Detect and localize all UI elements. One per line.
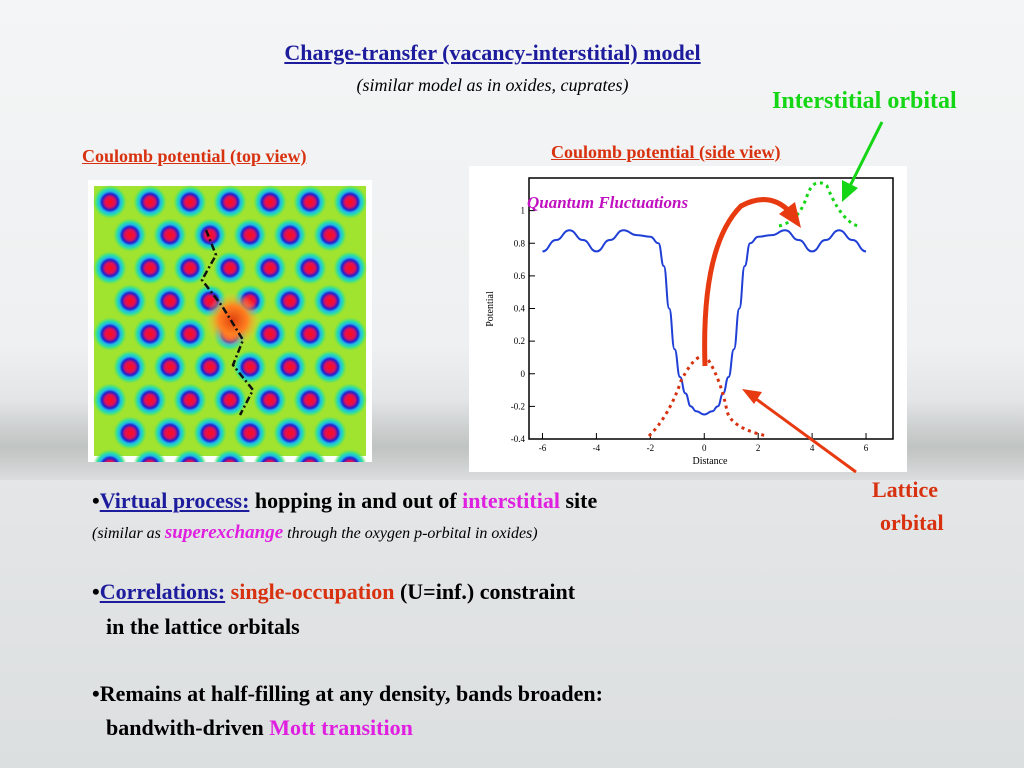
- lattice-site: [293, 317, 327, 351]
- lattice-site: [113, 350, 147, 384]
- lattice-site: [273, 350, 307, 384]
- lattice-site: [93, 317, 127, 351]
- lattice-site: [153, 284, 187, 318]
- x-tick-label: -4: [593, 443, 601, 453]
- bullet-correlations: •Correlations: single-occupation (U=inf.…: [92, 579, 576, 604]
- lattice-site: [273, 416, 307, 450]
- lattice-site: [93, 383, 127, 417]
- lattice-site: [173, 383, 207, 417]
- lattice-site: [213, 185, 247, 219]
- x-axis-label: Distance: [693, 456, 729, 467]
- lattice-site: [173, 251, 207, 285]
- lattice-site: [253, 185, 287, 219]
- lattice-site: [253, 383, 287, 417]
- lattice-site: [133, 317, 167, 351]
- lattice-site: [153, 218, 187, 252]
- lattice-site: [273, 284, 307, 318]
- lattice-site: [253, 317, 287, 351]
- y-tick-label: -0.4: [511, 434, 526, 444]
- lattice-site: [93, 185, 127, 219]
- top-view-label: Coulomb potential (top view): [82, 146, 307, 166]
- lattice-site: [193, 416, 227, 450]
- lattice-site: [293, 251, 327, 285]
- bullet-virtual-process-note: (similar as superexchange through the ox…: [92, 522, 538, 543]
- lattice-site: [333, 251, 367, 285]
- lattice-site: [313, 284, 347, 318]
- lattice-site: [153, 416, 187, 450]
- y-tick-label: 0.8: [514, 238, 526, 248]
- bullet-correlations-line2: in the lattice orbitals: [106, 614, 300, 639]
- y-tick-label: 0.6: [514, 271, 526, 281]
- bullet-half-filling: •Remains at half-filling at any density,…: [92, 681, 603, 706]
- quantum-fluctuations-label: Quantum Fluctuations: [527, 193, 688, 212]
- interstitial-pointer-arrowhead: [842, 180, 858, 202]
- lattice-site: [333, 383, 367, 417]
- lattice-site: [173, 185, 207, 219]
- y-tick-label: 0.2: [514, 336, 525, 346]
- x-tick-label: -2: [647, 443, 655, 453]
- slide-subtitle: (similar model as in oxides, cuprates): [356, 75, 629, 95]
- lattice-site: [333, 317, 367, 351]
- x-tick-label: 2: [756, 443, 761, 453]
- lattice-site: [213, 383, 247, 417]
- bullet-virtual-process: •Virtual process: hopping in and out of …: [92, 488, 598, 513]
- lattice-pointer-arrow: [751, 394, 857, 474]
- lattice-site: [113, 416, 147, 450]
- lattice-site: [153, 350, 187, 384]
- potential-chart: -0.4 -0.2 0 0.2 0.4 0.6 0.8 1 -6 -4 -2 0 2 4 6 Distan…: [485, 177, 894, 467]
- lattice-site: [293, 383, 327, 417]
- lattice-site: [273, 218, 307, 252]
- x-tick-label: 0: [702, 443, 707, 453]
- y-axis-ticks: -0.4 -0.2 0 0.2 0.4 0.6 0.8 1: [511, 206, 535, 444]
- lattice-site: [313, 218, 347, 252]
- x-tick-label: -6: [539, 443, 547, 453]
- lattice-orbital-label-line1: Lattice: [872, 477, 938, 502]
- y-tick-label: 0.4: [514, 304, 526, 314]
- interstitial-orbital-label: Interstitial orbital: [772, 88, 957, 114]
- lattice-site: [93, 251, 127, 285]
- lattice-site: [173, 317, 207, 351]
- side-view-panel: -0.4 -0.2 0 0.2 0.4 0.6 0.8 1 -6 -4 -2 0 2 4 6 Distan…: [469, 166, 907, 472]
- lattice-site: [253, 251, 287, 285]
- lattice-site: [133, 383, 167, 417]
- y-tick-label: -0.2: [511, 401, 525, 411]
- lattice-site: [293, 185, 327, 219]
- interstitial-orbital-shape: [778, 181, 862, 228]
- lattice-site: [193, 218, 227, 252]
- hopping-arrow: [702, 197, 791, 367]
- lattice-site: [313, 350, 347, 384]
- lattice-orbital-shape: [647, 355, 768, 438]
- side-view-label: Coulomb potential (side view): [551, 142, 781, 162]
- lattice-site: [233, 218, 267, 252]
- lattice-site: [113, 218, 147, 252]
- interstitial-pointer-arrow: [846, 121, 884, 191]
- slide-title: Charge-transfer (vacancy-interstitial) m…: [284, 40, 701, 65]
- lattice-site: [133, 251, 167, 285]
- lattice-pointer-arrowhead: [742, 389, 762, 404]
- hopping-arrowhead: [779, 202, 801, 228]
- lattice-site: [333, 185, 367, 219]
- y-axis-label: Potential: [485, 291, 496, 327]
- lattice-orbital-label-line2: orbital: [880, 510, 944, 535]
- lattice-site: [233, 416, 267, 450]
- lattice-site: [213, 251, 247, 285]
- y-tick-label: 0: [521, 369, 526, 379]
- x-tick-label: 6: [864, 443, 869, 453]
- potential-curve: [542, 229, 867, 416]
- lattice-site: [193, 350, 227, 384]
- y-tick-label: 1: [521, 206, 526, 216]
- lattice-site: [113, 284, 147, 318]
- x-tick-label: 4: [810, 443, 815, 453]
- lattice-site: [313, 416, 347, 450]
- lattice-site: [133, 185, 167, 219]
- bullet-half-filling-line2: bandwith-driven Mott transition: [106, 715, 413, 740]
